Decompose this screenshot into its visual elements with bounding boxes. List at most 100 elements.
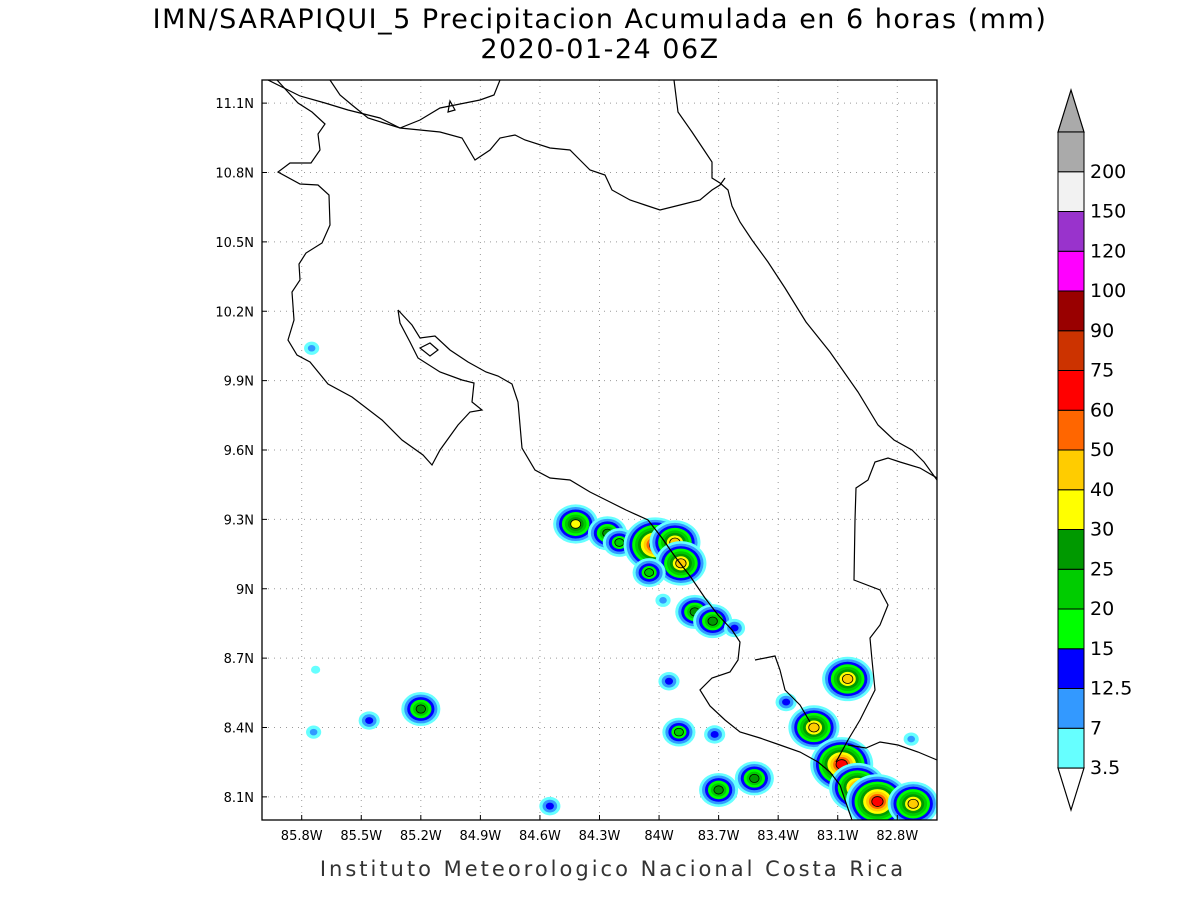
credit-text: Instituto Meteorologico Nacional Costa R…	[319, 857, 907, 881]
lon-tick-label: 83.1W	[817, 829, 859, 844]
lon-tick-label: 84.9W	[459, 829, 501, 844]
lat-tick-label: 8.7N	[224, 652, 254, 667]
precip-contour	[659, 597, 667, 604]
precip-cell	[306, 725, 322, 739]
lon-tick-label: 84W	[644, 829, 674, 844]
lat-tick-label: 10.8N	[215, 167, 254, 182]
precip-cell	[304, 341, 320, 355]
lon-tick-label: 84.6W	[519, 829, 561, 844]
golfo-dulce	[754, 655, 811, 723]
panama-border	[835, 457, 937, 763]
precip-contour	[644, 568, 655, 577]
isla-chira	[418, 342, 439, 357]
lon-tick-label: 83.4W	[757, 829, 799, 844]
precip-cell	[788, 705, 840, 750]
precip-contour	[674, 727, 684, 737]
precip-contour	[311, 665, 321, 674]
colorbar-label: 100	[1090, 280, 1126, 302]
colorbar-swatch	[1057, 489, 1085, 530]
precip-cell	[311, 665, 321, 674]
colorbar-swatch	[1057, 290, 1085, 332]
precip-cell	[693, 604, 733, 639]
lon-tick-label: 82.8W	[876, 829, 918, 844]
lake-nicaragua-edge	[329, 80, 501, 129]
lon-tick-label: 85.5W	[340, 829, 382, 844]
precip-contour	[415, 704, 426, 714]
colorbar-swatch	[1057, 370, 1085, 411]
colorbar-swatch	[1057, 409, 1085, 451]
colorbar-over-triangle	[1057, 87, 1085, 133]
precip-cell	[903, 732, 919, 746]
colorbar-label: 15	[1090, 638, 1114, 660]
colorbar-swatch	[1057, 727, 1085, 769]
precip-cell	[734, 761, 774, 796]
colorbar-label: 7	[1090, 717, 1102, 739]
precip-contour	[808, 722, 820, 733]
gulf-of-nicoya-coast	[397, 309, 853, 820]
precip-cell	[655, 593, 671, 607]
axis-labels: 85.8W 85.5W 85.2W 84.9W 84.6W 84.3W 84W 83.7W 83…	[215, 97, 918, 844]
precip-cell	[358, 711, 380, 730]
colorbar-label: 30	[1090, 519, 1114, 541]
colorbar-swatch	[1057, 171, 1085, 212]
precip-cell	[539, 796, 561, 816]
map-frame	[261, 79, 938, 821]
lat-tick-label: 9.3N	[224, 513, 254, 528]
lat-tick-label: 10.5N	[215, 236, 254, 251]
colorbar-label: 75	[1090, 360, 1114, 382]
lon-tick-label: 84.3W	[579, 829, 621, 844]
lon-tick-label: 85.8W	[281, 829, 323, 844]
colorbar-label: 40	[1090, 479, 1114, 501]
colorbar-swatch	[1057, 648, 1085, 689]
lat-tick-label: 11.1N	[215, 97, 254, 112]
lon-tick-label: 83.7W	[698, 829, 740, 844]
precip-contour	[782, 698, 791, 706]
caribbean-coast	[673, 80, 937, 481]
lat-tick-label: 10.2N	[215, 305, 254, 320]
lon-tick-label: 85.2W	[400, 829, 442, 844]
precip-contour	[570, 519, 582, 529]
precip-contour	[309, 728, 318, 736]
colorbar-label: 90	[1090, 320, 1114, 342]
colorbar-label: 25	[1090, 558, 1114, 580]
colorbar-swatch	[1057, 330, 1085, 371]
precip-contour	[707, 616, 718, 626]
lat-tick-label: 9.6N	[224, 444, 254, 459]
colorbar-swatch	[1057, 211, 1085, 252]
precip-contour	[710, 730, 719, 738]
isla-ometepe	[447, 99, 456, 113]
colorbar-label: 12.5	[1090, 678, 1132, 700]
precip-contour	[307, 344, 316, 352]
nicaragua-border	[266, 80, 726, 211]
precip-contour	[749, 773, 760, 783]
precip-cell	[699, 772, 739, 807]
precipitation-field	[304, 341, 937, 820]
precip-contour	[871, 796, 884, 807]
precip-contour	[842, 674, 854, 684]
colorbar-label: 3.5	[1090, 757, 1120, 779]
precip-cell	[553, 504, 599, 544]
precip-contour	[365, 717, 374, 725]
colorbar-label: 120	[1090, 240, 1126, 262]
graticule	[262, 80, 937, 820]
colorbar-label: 20	[1090, 598, 1114, 620]
precip-cell	[401, 692, 441, 726]
colorbar-label: 200	[1090, 161, 1126, 183]
precip-cell	[775, 692, 797, 712]
lat-tick-label: 8.4N	[224, 722, 254, 737]
precip-cell	[658, 672, 680, 691]
precip-cell	[662, 717, 696, 747]
burica-peninsula	[847, 741, 937, 761]
colorbar-label: 50	[1090, 439, 1114, 461]
map-title: IMN/SARAPIQUI_5 Precipitacion Acumulada …	[152, 4, 1048, 35]
precip-cell	[632, 558, 666, 587]
coastlines-borders	[266, 80, 937, 820]
precip-cell	[704, 725, 726, 744]
colorbar-swatch	[1057, 688, 1085, 729]
colorbar-under-triangle	[1057, 767, 1085, 813]
colorbar-swatch	[1057, 131, 1085, 173]
map-subtitle: 2020-01-24 06Z	[480, 34, 720, 65]
colorbar-label: 150	[1090, 201, 1126, 223]
colorbar: 3.5 7 12.5 15 20 25 30 40 50 60 75 90 100 120 150 200	[1057, 87, 1132, 813]
